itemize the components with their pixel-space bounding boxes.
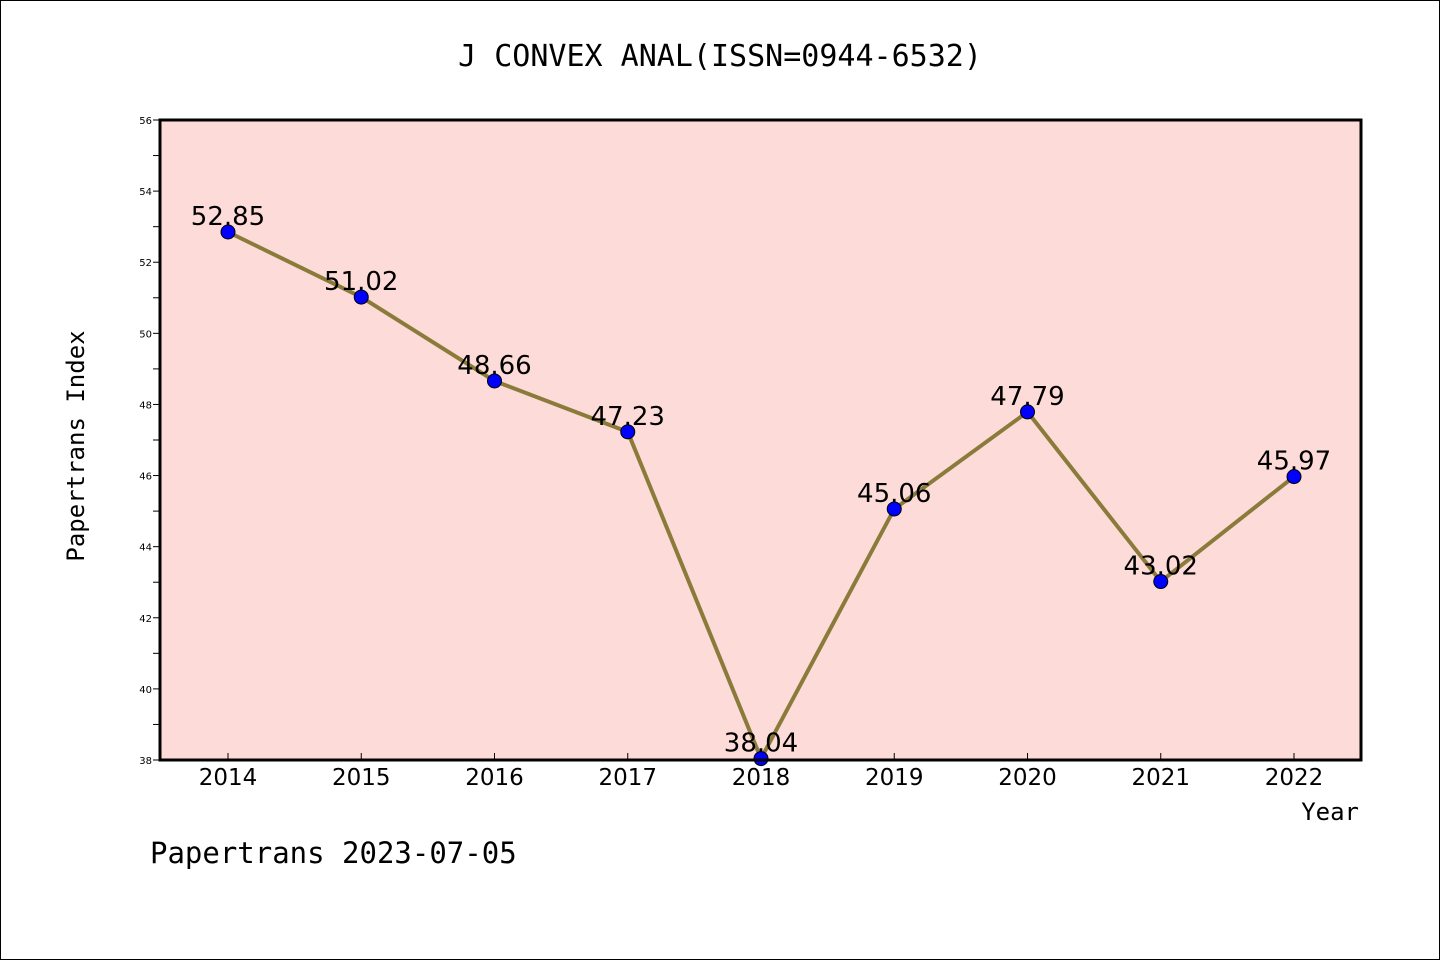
plot-area	[160, 120, 1361, 760]
x-tick-label: 2016	[465, 765, 524, 791]
y-axis-label: Papertrans Index	[62, 330, 90, 561]
y-tick-label: 46	[139, 472, 152, 483]
plot-border	[158, 118, 1363, 762]
data-label: 52.85	[191, 202, 265, 232]
x-axis-label: Year	[1301, 798, 1359, 826]
x-tick-label: 2015	[332, 765, 391, 791]
x-tick-label: 2017	[598, 765, 657, 791]
footer-text: Papertrans 2023-07-05	[150, 836, 517, 870]
x-tick-label: 2014	[199, 765, 258, 791]
data-labels: 52.85 51.02 48.66 47.23 38.04 45.06 47.79 43.02…	[191, 202, 1331, 759]
x-tick-label: 2020	[998, 765, 1057, 791]
data-label: 45.97	[1257, 447, 1331, 477]
y-tick-label: 48	[139, 400, 152, 411]
y-tick-label: 50	[139, 329, 152, 340]
data-point	[620, 424, 636, 440]
data-point	[353, 289, 369, 305]
data-point	[1153, 574, 1169, 590]
data-point	[220, 224, 236, 240]
data-label: 43.02	[1124, 552, 1198, 582]
x-tick-label: 2021	[1131, 765, 1190, 791]
data-point	[886, 501, 902, 517]
x-tick-label: 2019	[865, 765, 924, 791]
data-label: 47.79	[990, 382, 1064, 412]
y-tick-label: 42	[139, 614, 152, 625]
y-tick-label: 52	[139, 258, 152, 269]
x-tick-label: 2022	[1265, 765, 1324, 791]
data-label: 51.02	[324, 267, 398, 297]
y-tick-label: 56	[139, 116, 152, 127]
y-axis-ticks: 38 40 42 44 46 48 50 52 54 56	[139, 116, 160, 767]
data-point	[1286, 469, 1302, 485]
data-label: 45.06	[857, 479, 931, 509]
data-point	[1020, 404, 1035, 420]
y-tick-label: 54	[139, 187, 152, 198]
data-point	[487, 373, 502, 389]
data-label: 47.23	[591, 402, 665, 432]
y-tick-label: 44	[139, 543, 152, 554]
y-tick-label: 38	[139, 756, 152, 767]
data-label: 38.04	[724, 729, 798, 759]
chart-title: J CONVEX ANAL(ISSN=0944-6532)	[458, 39, 982, 74]
data-label: 48.66	[457, 351, 531, 381]
x-axis-ticks: 2014 2015 2016 2017 2018 2019 2020 2021 2022	[199, 753, 1324, 791]
y-tick-label: 40	[139, 685, 152, 696]
x-tick-label: 2018	[732, 765, 791, 791]
